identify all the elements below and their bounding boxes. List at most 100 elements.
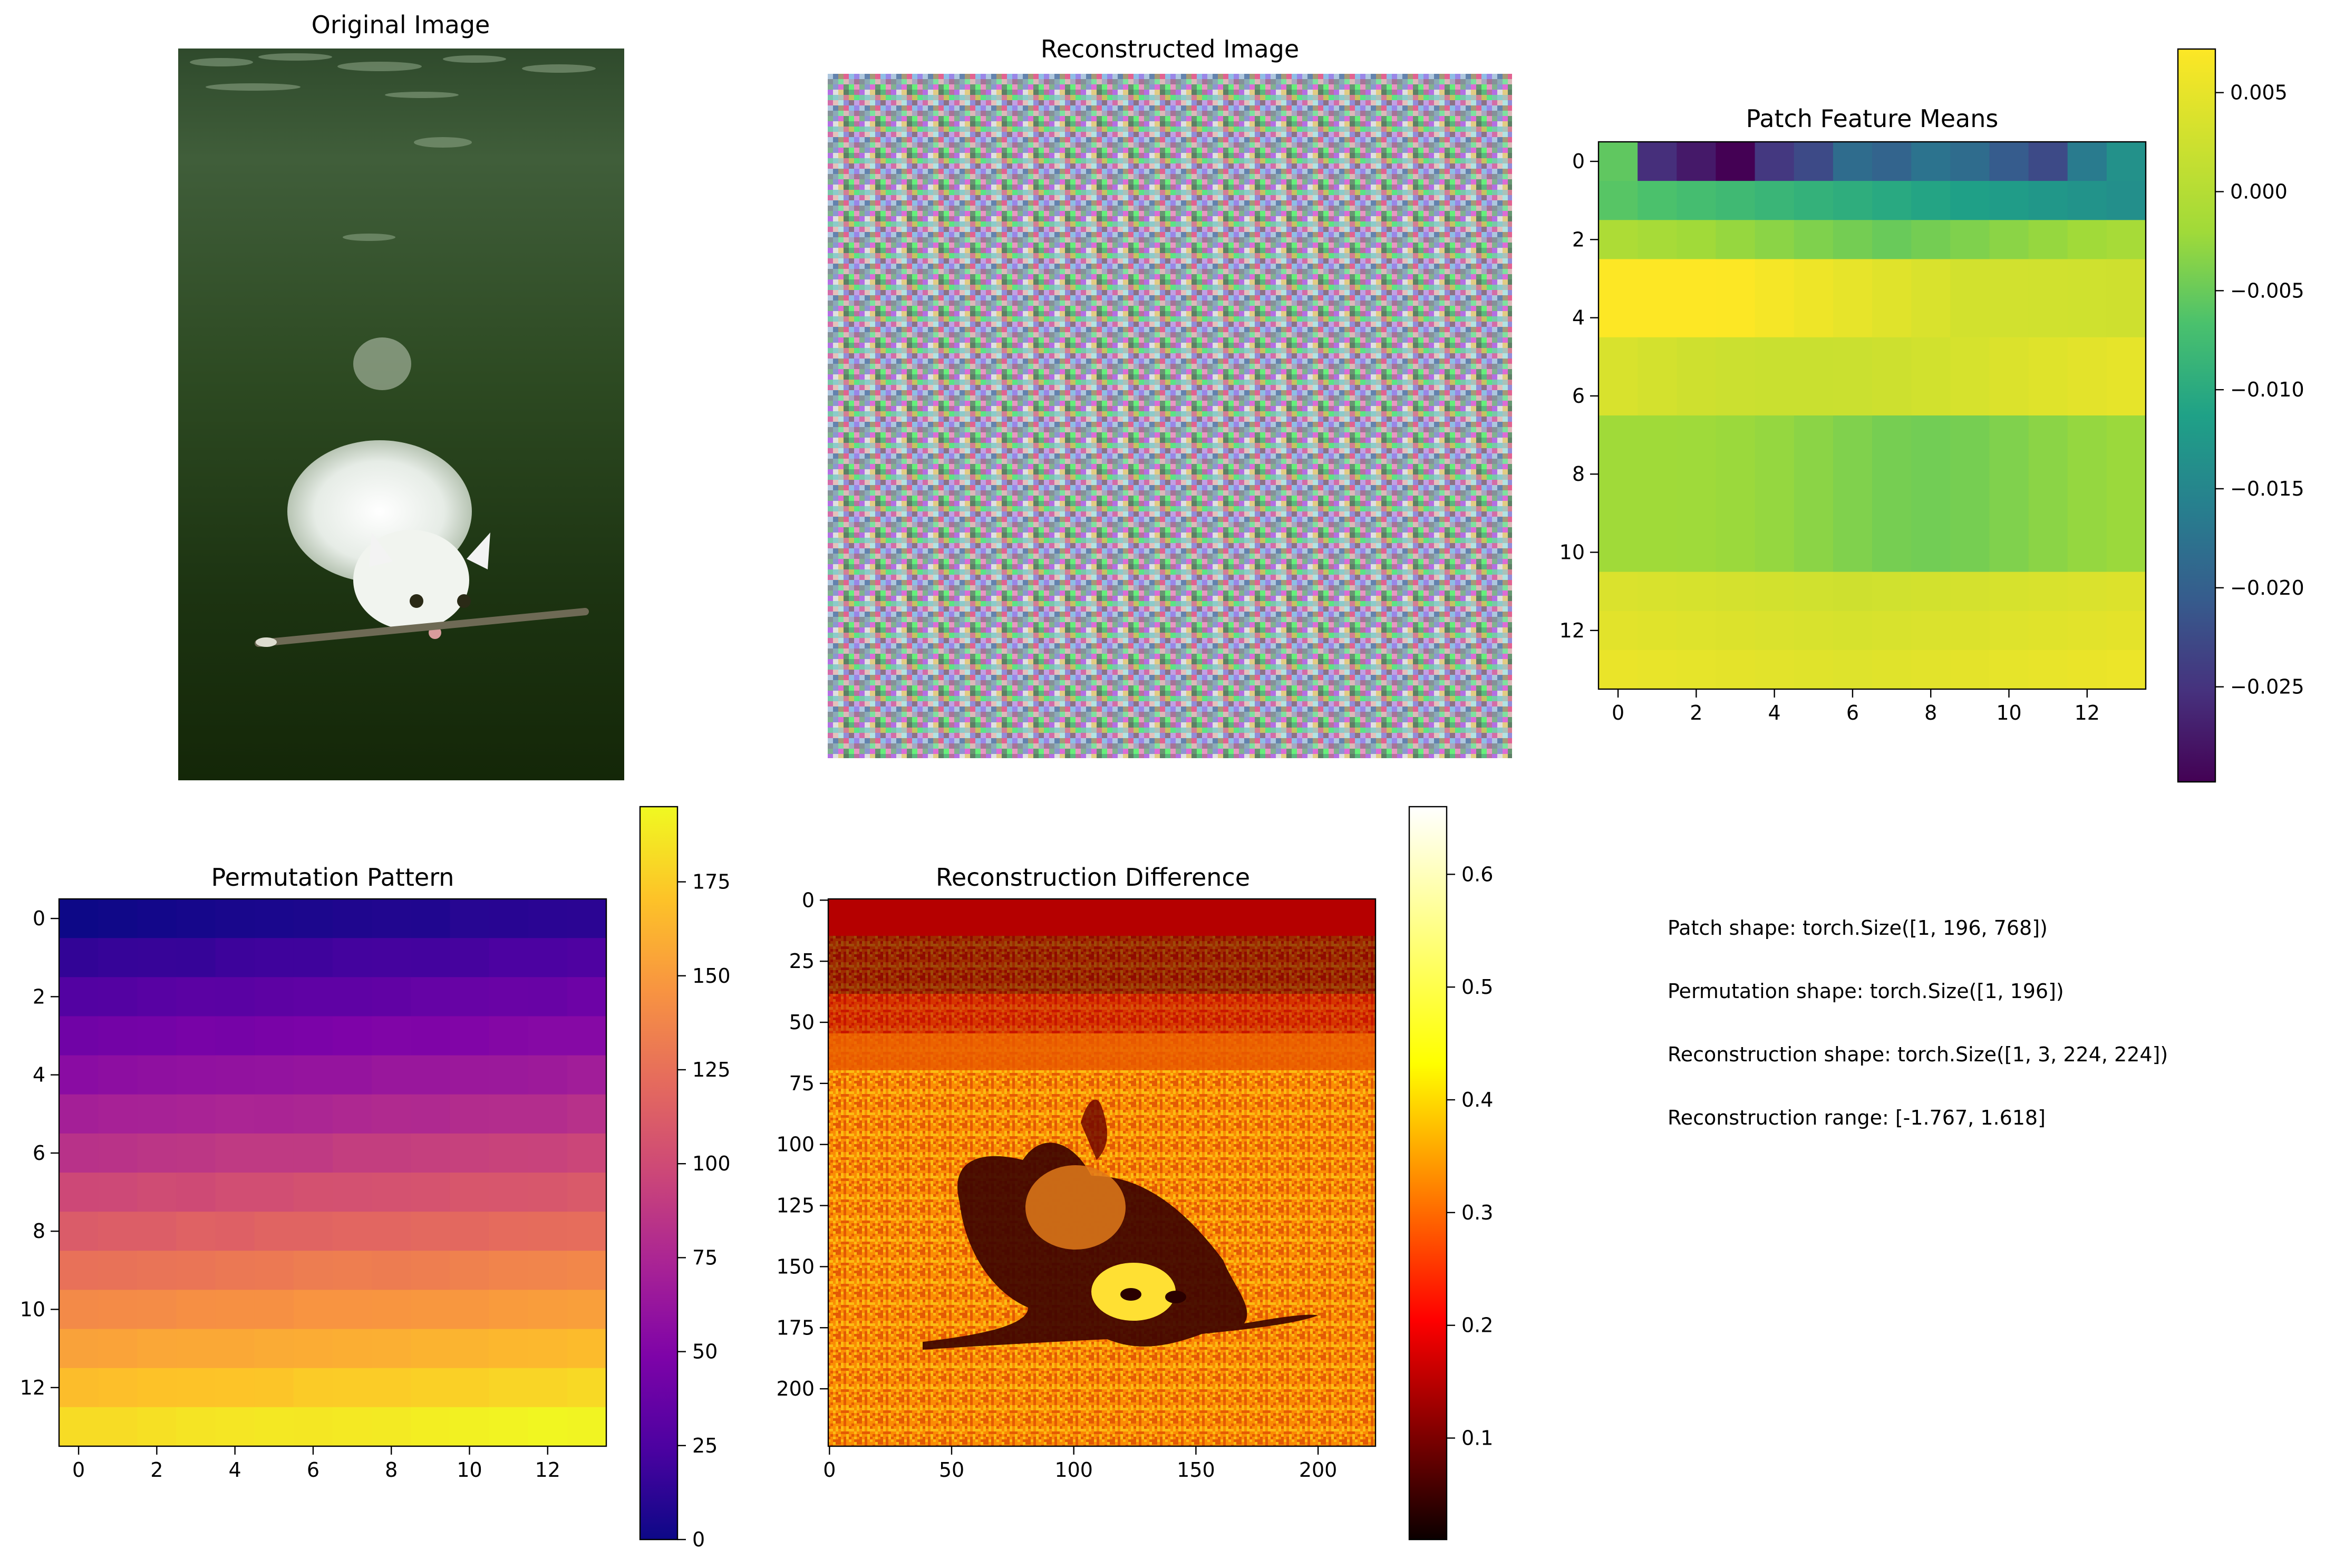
x-tick-label: 12 — [535, 1458, 560, 1482]
permutation-cell — [489, 1173, 529, 1212]
patch-feature-cell — [1599, 415, 1638, 455]
patch-feature-cell — [2028, 572, 2068, 612]
patch-feature-cell — [2028, 493, 2068, 534]
patch-feature-cell — [1989, 572, 2029, 612]
patch-feature-cell — [2067, 611, 2107, 651]
difference-ticks: 0 50 100 150 200 0 25 50 75 100 125 150 175 200 — [776, 888, 1337, 1482]
permutation-cell — [333, 1407, 372, 1447]
permutation-cell — [450, 938, 490, 977]
permutation-cell — [372, 1094, 411, 1134]
patch-feature-cell — [1872, 181, 1912, 220]
patch-feature-cell — [2067, 454, 2107, 494]
patch-feature-cell — [2067, 493, 2107, 534]
patch-feature-cell — [2067, 298, 2107, 338]
permutation-cell — [98, 1290, 138, 1330]
title-reconstructed-image: Reconstructed Image — [1041, 35, 1299, 63]
patch-feature-cell — [1638, 337, 1677, 377]
patch-feature-cell — [1638, 259, 1677, 299]
permutation-cell — [98, 938, 138, 977]
permutation-cell — [489, 1055, 529, 1095]
patch-feature-cell — [1755, 650, 1795, 690]
y-tick-label: 125 — [776, 1194, 815, 1217]
permutation-cell — [59, 1407, 99, 1447]
patch-feature-cell — [1638, 454, 1677, 494]
colorbar-tick-label: 100 — [692, 1152, 731, 1175]
patch-feature-cell — [2028, 376, 2068, 416]
patch-feature-cell — [1716, 493, 1756, 534]
permutation-cell — [528, 1251, 568, 1291]
patch-feature-cell — [1677, 454, 1717, 494]
permutation-cell — [450, 899, 490, 938]
patch-feature-cell — [1755, 611, 1795, 651]
permutation-cell — [528, 1329, 568, 1369]
permutation-cell — [411, 938, 451, 977]
permutation-cell — [137, 938, 177, 977]
colorbar-tick-label: 0.6 — [1461, 863, 1493, 886]
permutation-cell — [59, 1173, 99, 1212]
permutation-cell — [254, 1329, 294, 1369]
permutation-cell — [528, 1055, 568, 1095]
patch-feature-cell — [1950, 298, 1990, 338]
patch-feature-heatmap — [1599, 142, 2146, 690]
permutation-cell — [333, 1173, 372, 1212]
permutation-cell — [372, 1251, 411, 1291]
permutation-cell — [528, 1016, 568, 1056]
permutation-cell — [215, 1407, 255, 1447]
permutation-cell — [137, 1094, 177, 1134]
patch-feature-cell — [2106, 611, 2146, 651]
patch-feature-cell — [1755, 454, 1795, 494]
permutation-cell — [254, 1407, 294, 1447]
patch-feature-cell — [2067, 220, 2107, 260]
patch-feature-cell — [1794, 337, 1834, 377]
patch-feature-cell — [1716, 611, 1756, 651]
patch-feature-cell — [1599, 259, 1638, 299]
permutation-cell — [489, 1212, 529, 1251]
patch-feature-cell — [1599, 454, 1638, 494]
patch-feature-cell — [2028, 259, 2068, 299]
permutation-cell — [489, 1368, 529, 1408]
permutation-cell — [98, 1212, 138, 1251]
patch-feature-cell — [1599, 337, 1638, 377]
patch-feature-cell — [1677, 611, 1717, 651]
y-tick-label: 10 — [1559, 541, 1585, 564]
patch-feature-cell — [1599, 533, 1638, 573]
patch-feature-cell — [2067, 259, 2107, 299]
patch-feature-cell — [2028, 181, 2068, 220]
permutation-colorbar-ticks: 0 25 50 75 100 125 150 175 — [677, 870, 731, 1551]
patch-feature-cell — [2067, 142, 2107, 181]
permutation-cell — [567, 1407, 607, 1447]
patch-feature-cell — [1911, 650, 1951, 690]
title-patch-feature-means: Patch Feature Means — [1746, 104, 1999, 133]
patch-feature-cell — [1677, 181, 1717, 220]
colorbar-tick-label: 0.005 — [2230, 81, 2288, 104]
x-tick-label: 200 — [1299, 1458, 1338, 1482]
permutation-cell — [411, 899, 451, 938]
permutation-cell — [528, 1212, 568, 1251]
patch-feature-cell — [1872, 337, 1912, 377]
permutation-cell — [372, 1329, 411, 1369]
permutation-cell — [567, 977, 607, 1017]
patch-feature-cell — [1950, 572, 1990, 612]
title-permutation-pattern: Permutation Pattern — [211, 863, 454, 892]
patch-feature-cell — [1911, 533, 1951, 573]
difference-colorbar-ticks: 0.1 0.2 0.3 0.4 0.5 0.6 — [1447, 863, 1493, 1450]
permutation-ticks: 0 2 4 6 8 10 12 0 2 4 6 8 10 12 — [20, 907, 560, 1482]
colorbar-tick-label: 0.3 — [1461, 1201, 1493, 1224]
patch-feature-cell — [1638, 415, 1677, 455]
permutation-cell — [450, 1290, 490, 1330]
patch-feature-cell — [1716, 572, 1756, 612]
patch-feature-cell — [2106, 454, 2146, 494]
permutation-cell — [98, 1251, 138, 1291]
permutation-cell — [293, 1016, 333, 1056]
permutation-cell — [450, 1173, 490, 1212]
permutation-cell — [59, 1251, 99, 1291]
y-tick-label: 150 — [776, 1255, 815, 1278]
permutation-cell — [98, 1329, 138, 1369]
permutation-cell — [293, 1329, 333, 1369]
permutation-cell — [567, 1094, 607, 1134]
patch-feature-cell — [1989, 337, 2029, 377]
patch-feature-cell — [1911, 572, 1951, 612]
y-tick-label: 100 — [776, 1133, 815, 1156]
patch-feature-cell — [1677, 533, 1717, 573]
permutation-cell — [450, 1055, 490, 1095]
